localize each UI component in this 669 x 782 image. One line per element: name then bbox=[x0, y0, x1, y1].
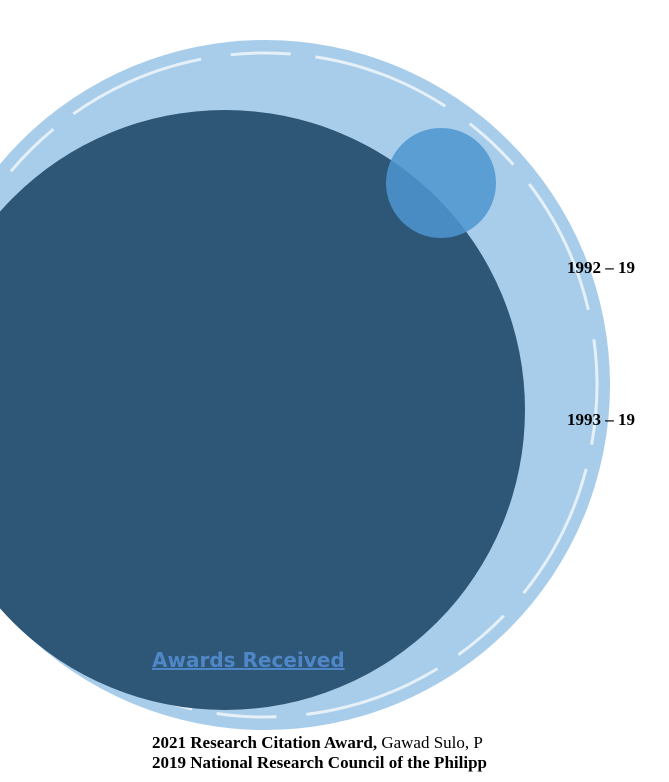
timeline-years: 1993 – 19 bbox=[567, 410, 635, 430]
award-detail: Gawad Sulo, P bbox=[381, 733, 483, 752]
section-heading: Awards Received bbox=[152, 648, 345, 672]
page: 1992 – 19 1993 – 19 Awards Received 2021… bbox=[0, 0, 669, 782]
accent-circle bbox=[386, 128, 496, 238]
award-title: 2021 Research Citation Award, bbox=[152, 733, 377, 752]
award-item: 2021 Research Citation Award, Gawad Sulo… bbox=[152, 733, 483, 753]
award-item: 2019 National Research Council of the Ph… bbox=[152, 753, 487, 773]
award-title: 2019 National Research Council of the Ph… bbox=[152, 753, 487, 772]
timeline-years: 1992 – 19 bbox=[567, 258, 635, 278]
